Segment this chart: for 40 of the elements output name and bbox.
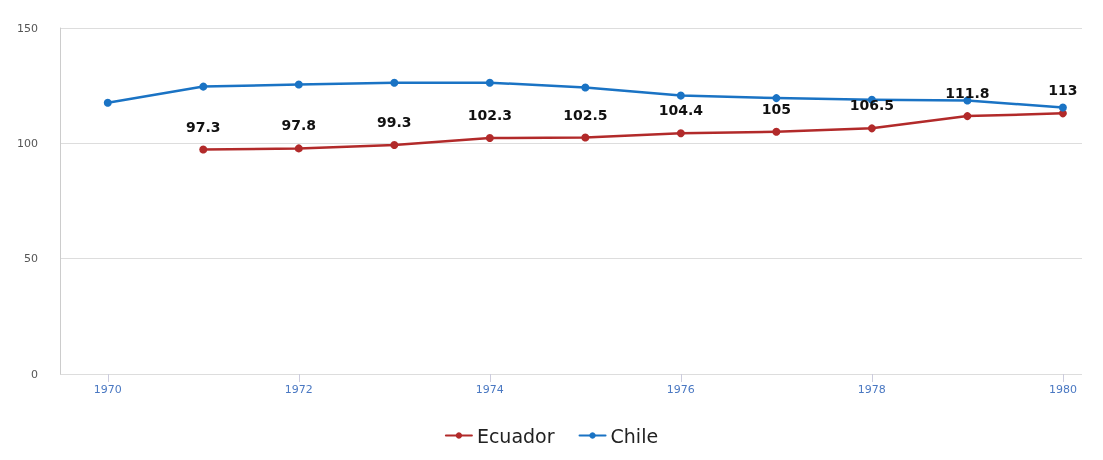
point [485, 134, 494, 143]
x-tick-label: 1978 [857, 383, 886, 396]
legend-label: Ecuador [476, 424, 555, 447]
data-label: 106.5 [849, 97, 895, 114]
point [772, 127, 781, 136]
x-tick-label: 1980 [1048, 383, 1077, 396]
point [867, 124, 876, 133]
point [199, 82, 208, 91]
data-label: 102.3 [467, 107, 512, 124]
legend-label: Chile [610, 424, 659, 447]
data-label: 104.4 [658, 102, 704, 119]
point [390, 78, 399, 87]
point [103, 98, 112, 107]
x-tick-label: 1970 [93, 383, 122, 396]
y-tick-label: 0 [31, 367, 38, 381]
point [390, 140, 399, 149]
data-label: 102.5 [563, 106, 608, 123]
point [676, 91, 685, 100]
point [676, 129, 685, 138]
data-label: 97.8 [281, 117, 317, 134]
point [581, 83, 590, 92]
point [294, 144, 303, 153]
point [485, 78, 494, 87]
x-tick-label: 1974 [475, 383, 504, 396]
point [772, 94, 781, 103]
data-label: 105 [761, 100, 791, 117]
data-label: 99.3 [377, 113, 412, 130]
x-tick-label: 1976 [666, 383, 695, 396]
point [294, 80, 303, 89]
point [1058, 103, 1067, 112]
y-tick-label: 50 [24, 252, 38, 266]
y-tick-label: 150 [17, 21, 38, 35]
point [199, 145, 208, 154]
data-label: 113 [1048, 82, 1078, 99]
data-label: 111.8 [945, 85, 990, 102]
y-tick-label: 100 [17, 136, 38, 150]
x-tick-label: 1972 [284, 383, 313, 396]
point [581, 133, 590, 142]
point [963, 112, 972, 121]
data-label: 97.3 [186, 118, 221, 135]
